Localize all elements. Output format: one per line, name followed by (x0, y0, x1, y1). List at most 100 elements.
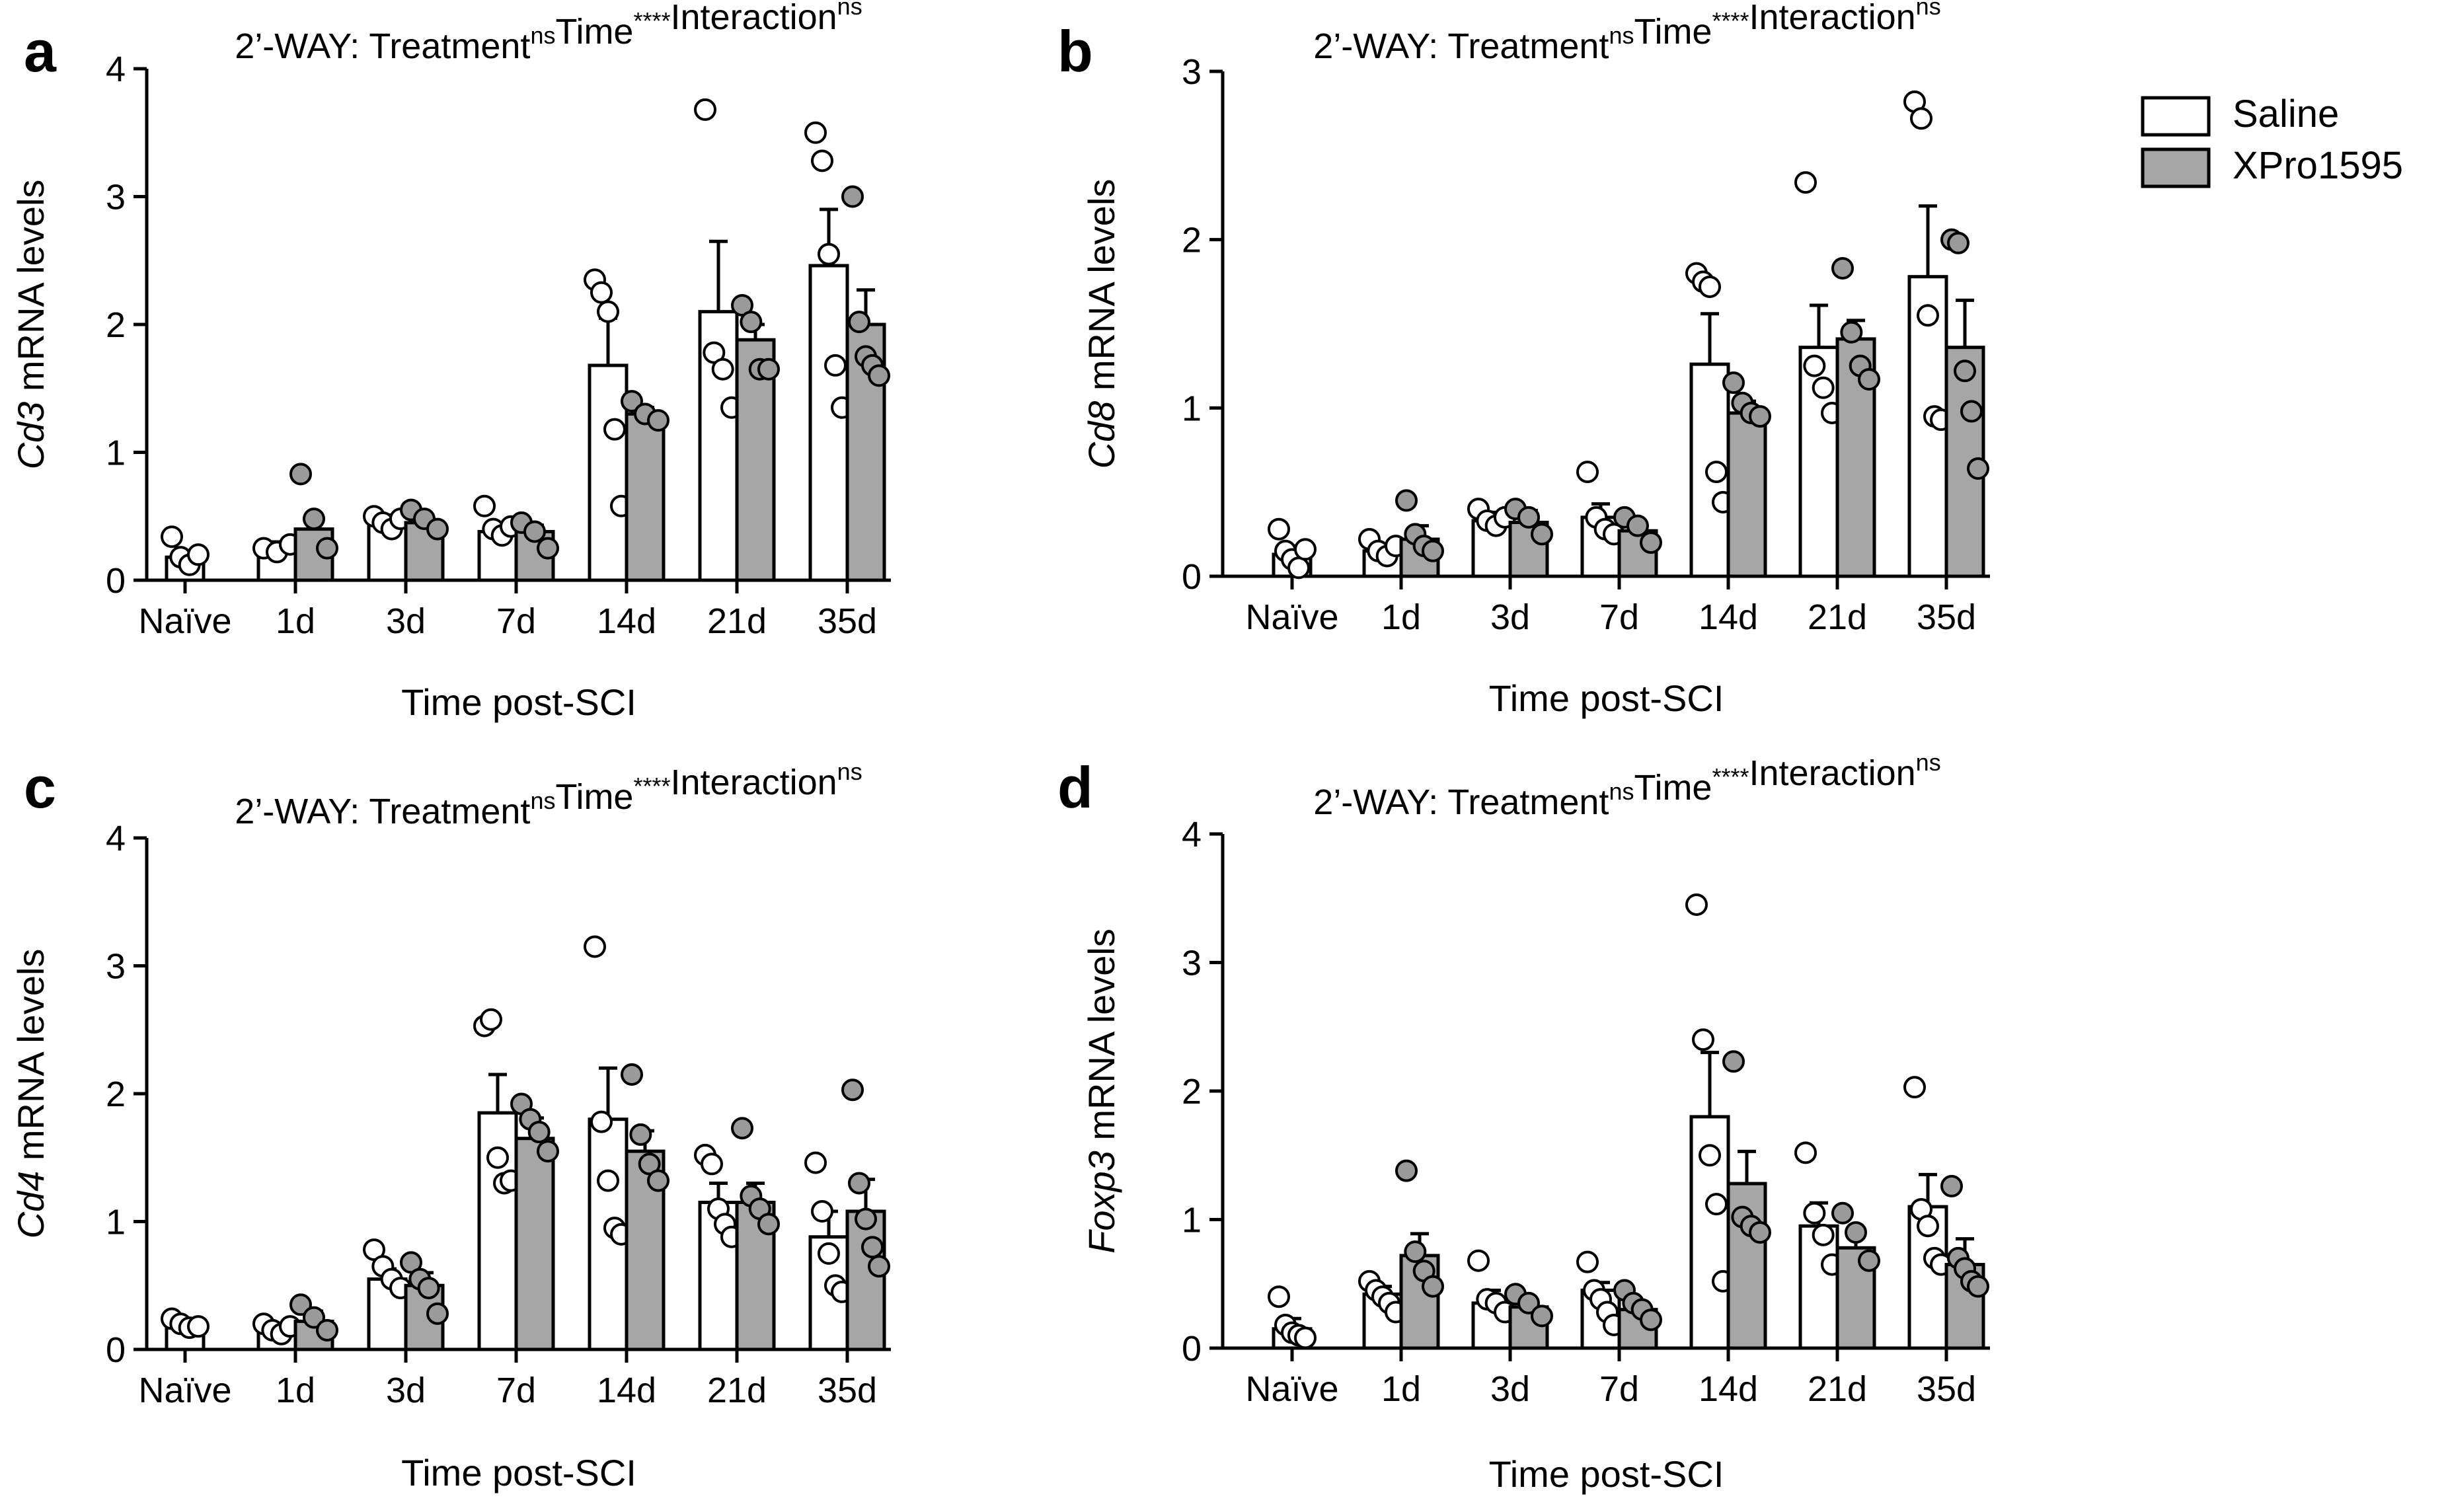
data-point-xpro1595 (740, 311, 763, 334)
data-point-xpro1595 (621, 1063, 643, 1086)
y-tick-label: 2 (106, 1075, 126, 1114)
data-point-xpro1595 (303, 1306, 325, 1329)
data-point-xpro1595 (1858, 368, 1880, 391)
data-point-xpro1595 (1626, 514, 1649, 537)
data-point-saline (1812, 1223, 1835, 1246)
data-point-xpro1595 (621, 390, 643, 413)
x-tick-label: 7d (1599, 597, 1639, 637)
y-axis-label: Foxp3 mRNA levels (1081, 928, 1122, 1254)
data-point-saline (1294, 1326, 1317, 1349)
legend-swatch-xpro1595 (2141, 147, 2211, 188)
data-point-saline (1692, 1028, 1714, 1051)
bar-xpro1595 (514, 1137, 555, 1351)
data-point-xpro1595 (527, 1121, 551, 1144)
data-point-xpro1595 (289, 1293, 312, 1316)
panel-a: a 2’-WAY: TreatmentnsTime****Interactionn… (10, 0, 891, 723)
data-point-saline (603, 418, 626, 441)
y-axis-label: Cd4 mRNA levels (10, 949, 52, 1239)
data-point-xpro1595 (1722, 371, 1745, 395)
bar-xpro1595 (625, 412, 666, 582)
x-tick-label: Naïve (1245, 1369, 1338, 1409)
y-tick-label: 0 (106, 1330, 126, 1370)
data-point-saline (1794, 1141, 1817, 1164)
x-tick-label: 3d (1490, 1369, 1530, 1409)
data-point-saline (818, 243, 840, 266)
x-tick-label: 7d (1599, 1369, 1639, 1409)
data-point-saline (1699, 275, 1721, 298)
data-point-saline (597, 1169, 619, 1192)
data-point-xpro1595 (523, 520, 546, 543)
y-axis-label: Cd8 mRNA levels (1081, 179, 1122, 469)
data-point-xpro1595 (537, 1140, 559, 1163)
legend-label-saline: Saline (2233, 93, 2339, 135)
data-point-xpro1595 (841, 1078, 864, 1102)
data-point-saline (818, 1242, 840, 1265)
data-point-xpro1595 (1640, 1308, 1662, 1332)
y-tick-label: 2 (106, 305, 126, 345)
y-axis-label: Cd3 mRNA levels (10, 180, 52, 470)
data-point-xpro1595 (1395, 1159, 1418, 1182)
data-point-saline (1910, 107, 1932, 130)
data-point-xpro1595 (1845, 1221, 1867, 1244)
y-tick-label: 0 (106, 561, 126, 601)
data-point-saline (694, 98, 716, 121)
x-tick-label: 3d (386, 1371, 426, 1410)
data-point-saline (1917, 304, 1939, 327)
x-tick-label: Naïve (138, 1371, 231, 1410)
panel-c: c 2’-WAY: TreatmentnsTime****Interactionn… (10, 755, 891, 1493)
data-point-saline (187, 1315, 210, 1338)
y-tick-label: 2 (1182, 1072, 1202, 1112)
x-tick-label: Naïve (138, 601, 231, 641)
data-point-xpro1595 (1940, 1174, 1963, 1197)
data-point-xpro1595 (316, 1318, 338, 1342)
data-point-xpro1595 (303, 508, 325, 531)
chart-title: 2’-WAY: TreatmentnsTime****Interactionns (1313, 0, 1940, 66)
data-point-xpro1595 (848, 1172, 870, 1195)
data-point-xpro1595 (426, 1302, 449, 1325)
data-point-saline (1268, 1285, 1290, 1308)
data-point-saline (1803, 354, 1826, 377)
data-point-xpro1595 (1517, 1291, 1540, 1314)
data-point-saline (1705, 1193, 1728, 1216)
x-tick-label: 21d (707, 601, 767, 641)
y-tick-label: 3 (106, 947, 126, 987)
chart-title: 2’-WAY: TreatmentnsTime****Interactionns (235, 758, 862, 831)
data-point-xpro1595 (1831, 256, 1854, 280)
data-point-saline (1803, 1201, 1826, 1225)
data-point-xpro1595 (289, 463, 312, 486)
data-point-xpro1595 (1954, 359, 1976, 383)
data-point-xpro1595 (1517, 506, 1540, 529)
bar-xpro1595 (845, 1209, 886, 1351)
data-point-xpro1595 (1947, 231, 1970, 254)
data-point-xpro1595 (1422, 539, 1444, 562)
y-tick-label: 0 (1182, 557, 1202, 597)
data-point-xpro1595 (1640, 531, 1662, 554)
panel-b: b 2’-WAY: TreatmentnsTime****Interactionn… (1057, 0, 1990, 719)
data-point-saline (187, 543, 210, 566)
data-point-xpro1595 (861, 1236, 884, 1259)
y-tick-label: 4 (1182, 815, 1202, 854)
y-tick-label: 0 (1182, 1329, 1202, 1369)
x-tick-label: 1d (1381, 1369, 1421, 1409)
data-point-xpro1595 (1840, 321, 1863, 344)
data-point-xpro1595 (647, 409, 669, 432)
x-tick-label: 21d (1808, 1369, 1867, 1409)
data-point-saline (590, 281, 613, 304)
x-axis-label: Time post-SCI (401, 1452, 636, 1493)
data-point-saline (486, 1146, 509, 1169)
data-point-saline (1903, 1076, 1926, 1099)
data-point-saline (1794, 171, 1817, 194)
y-tick-label: 1 (1182, 389, 1202, 428)
y-tick-label: 4 (106, 819, 126, 858)
data-point-xpro1595 (647, 1169, 669, 1192)
data-point-xpro1595 (855, 1207, 877, 1230)
data-point-saline (1576, 461, 1599, 484)
data-point-saline (811, 149, 833, 172)
data-point-saline (1294, 538, 1317, 561)
x-tick-label: Naïve (1245, 597, 1338, 637)
data-point-saline (473, 494, 496, 517)
x-axis-label: Time post-SCI (401, 681, 636, 723)
data-point-xpro1595 (1960, 400, 1983, 423)
data-point-xpro1595 (1858, 1249, 1880, 1272)
x-tick-label: 1d (276, 1371, 315, 1410)
